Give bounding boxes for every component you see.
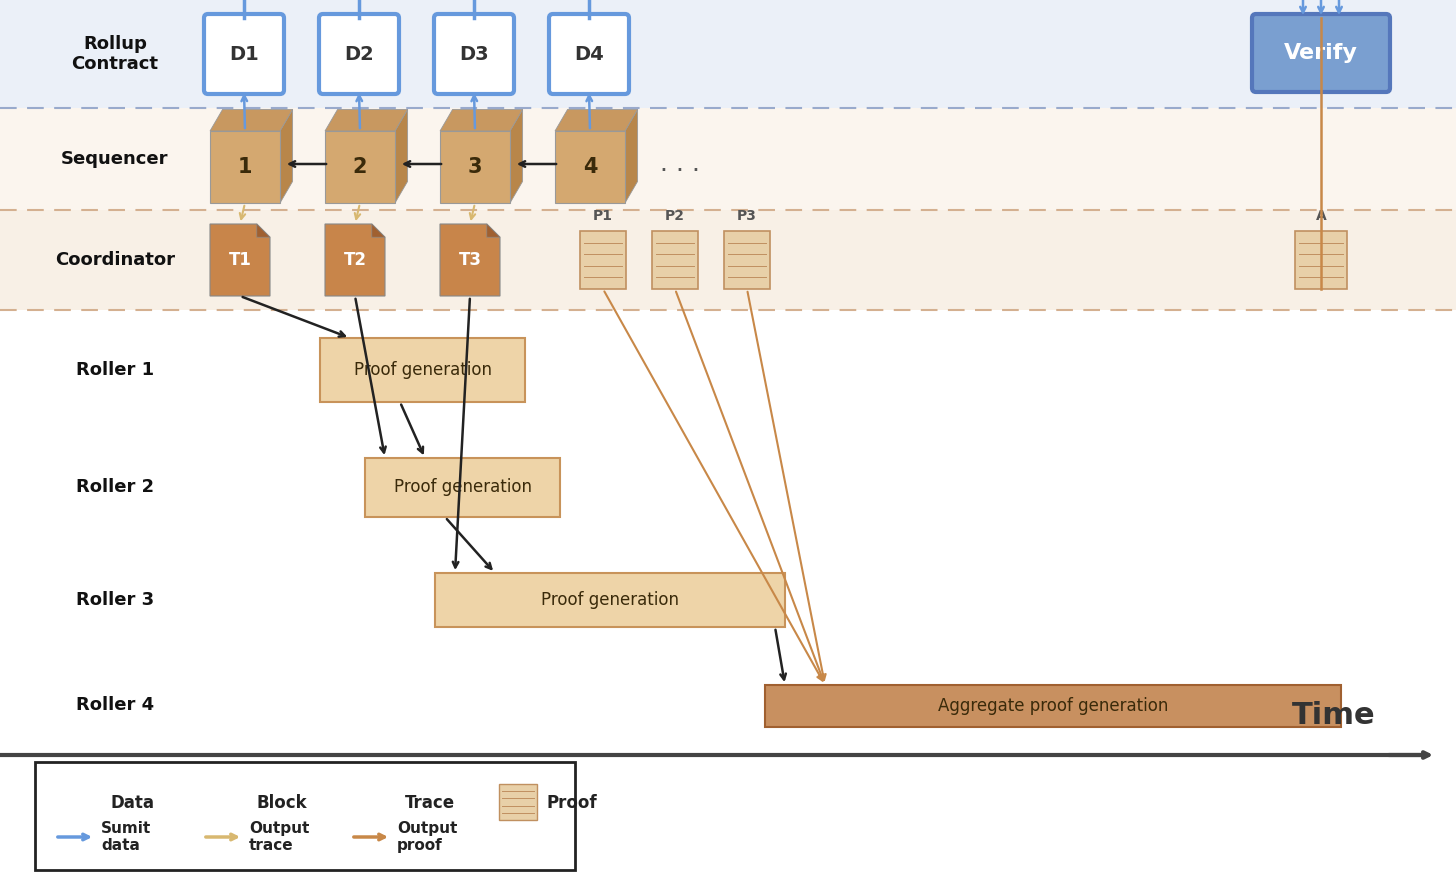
FancyBboxPatch shape — [35, 762, 575, 870]
Polygon shape — [386, 786, 395, 796]
FancyBboxPatch shape — [1252, 14, 1390, 92]
Text: T3: T3 — [459, 251, 482, 269]
Text: D4: D4 — [574, 44, 604, 64]
Polygon shape — [440, 109, 523, 131]
FancyBboxPatch shape — [51, 780, 106, 826]
FancyBboxPatch shape — [724, 231, 770, 289]
FancyBboxPatch shape — [579, 231, 626, 289]
Text: D1: D1 — [229, 44, 259, 64]
Text: P1: P1 — [593, 209, 613, 223]
Polygon shape — [371, 224, 384, 237]
FancyBboxPatch shape — [435, 573, 785, 627]
Polygon shape — [440, 224, 499, 296]
Text: Roller 2: Roller 2 — [76, 479, 154, 497]
Text: Proof: Proof — [547, 794, 597, 812]
FancyBboxPatch shape — [202, 786, 248, 820]
Text: Aggregate proof generation: Aggregate proof generation — [938, 697, 1168, 715]
FancyBboxPatch shape — [0, 210, 1456, 310]
Text: Sequencer: Sequencer — [61, 150, 169, 168]
Text: Proof generation: Proof generation — [354, 361, 492, 379]
Text: P2: P2 — [665, 209, 684, 223]
FancyBboxPatch shape — [204, 14, 284, 94]
FancyBboxPatch shape — [365, 458, 561, 517]
Text: P3: P3 — [737, 209, 757, 223]
Text: Trace: Trace — [405, 794, 456, 812]
Text: T2: T2 — [344, 251, 367, 269]
Text: 3: 3 — [467, 157, 482, 177]
FancyBboxPatch shape — [1294, 231, 1347, 289]
FancyBboxPatch shape — [652, 231, 697, 289]
Polygon shape — [202, 776, 255, 786]
FancyBboxPatch shape — [320, 338, 526, 402]
Text: A: A — [1316, 209, 1326, 223]
Polygon shape — [486, 224, 499, 237]
Text: Block: Block — [258, 794, 307, 812]
FancyBboxPatch shape — [0, 430, 1456, 545]
Text: Proof generation: Proof generation — [393, 479, 531, 497]
Polygon shape — [256, 224, 269, 237]
FancyBboxPatch shape — [210, 131, 280, 203]
Text: D3: D3 — [459, 44, 489, 64]
Text: . . .: . . . — [660, 152, 700, 176]
FancyBboxPatch shape — [325, 131, 395, 203]
Text: Roller 1: Roller 1 — [76, 361, 154, 379]
Text: 1: 1 — [237, 157, 252, 177]
Text: Coordinator: Coordinator — [55, 251, 175, 269]
FancyBboxPatch shape — [0, 655, 1456, 755]
FancyBboxPatch shape — [764, 685, 1341, 727]
Polygon shape — [248, 776, 255, 820]
FancyBboxPatch shape — [0, 0, 1456, 108]
Polygon shape — [325, 224, 384, 296]
Polygon shape — [510, 109, 523, 203]
FancyBboxPatch shape — [0, 310, 1456, 430]
Text: 2: 2 — [352, 157, 367, 177]
Text: T1: T1 — [229, 251, 252, 269]
Text: Time: Time — [1293, 701, 1376, 730]
Text: Sumit
data: Sumit data — [100, 821, 151, 853]
FancyBboxPatch shape — [549, 14, 629, 94]
Text: Data: Data — [111, 794, 154, 812]
FancyBboxPatch shape — [434, 14, 514, 94]
Text: Rollup
Contract: Rollup Contract — [71, 34, 159, 73]
Text: Verify: Verify — [1284, 43, 1358, 63]
Polygon shape — [351, 786, 395, 820]
Text: Output
trace: Output trace — [249, 821, 309, 853]
Text: Roller 4: Roller 4 — [76, 696, 154, 714]
Polygon shape — [210, 224, 269, 296]
Polygon shape — [210, 109, 293, 131]
Polygon shape — [625, 109, 638, 203]
Text: Roller 3: Roller 3 — [76, 591, 154, 609]
FancyBboxPatch shape — [440, 131, 510, 203]
Text: 4: 4 — [582, 157, 597, 177]
Text: Output
proof: Output proof — [397, 821, 457, 853]
Polygon shape — [395, 109, 408, 203]
Polygon shape — [325, 109, 408, 131]
Polygon shape — [280, 109, 293, 203]
Text: D2: D2 — [344, 44, 374, 64]
FancyBboxPatch shape — [555, 131, 625, 203]
FancyBboxPatch shape — [499, 784, 537, 820]
FancyBboxPatch shape — [0, 545, 1456, 655]
Text: Proof generation: Proof generation — [542, 591, 678, 609]
FancyBboxPatch shape — [319, 14, 399, 94]
Polygon shape — [555, 109, 638, 131]
FancyBboxPatch shape — [0, 108, 1456, 210]
